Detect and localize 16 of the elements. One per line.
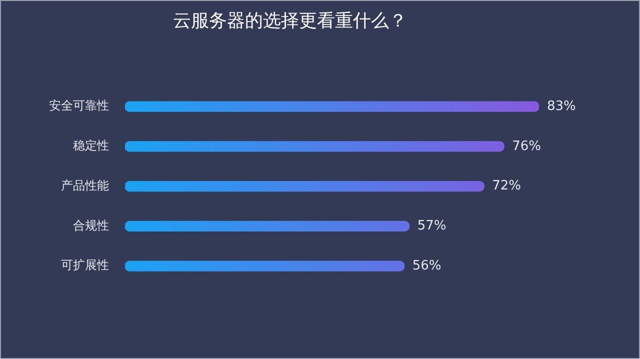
y-tick-label: 安全可靠性 <box>49 98 109 113</box>
bar <box>125 260 405 272</box>
bar <box>125 101 539 112</box>
y-tick-label: 合规性 <box>73 218 109 232</box>
chart-title: 云服务器的选择更看重什么？ <box>173 10 407 32</box>
bar <box>125 220 410 232</box>
data-label: 72% <box>492 178 522 194</box>
y-tick-label: 产品性能 <box>61 178 109 192</box>
bar <box>125 180 484 192</box>
data-label: 83% <box>547 98 576 114</box>
data-label: 56% <box>412 258 442 274</box>
bar <box>125 141 504 152</box>
y-tick-label: 稳定性 <box>73 138 109 153</box>
y-tick-label: 可扩展性 <box>61 258 109 272</box>
data-label: 76% <box>512 138 541 154</box>
data-label: 57% <box>417 218 446 234</box>
